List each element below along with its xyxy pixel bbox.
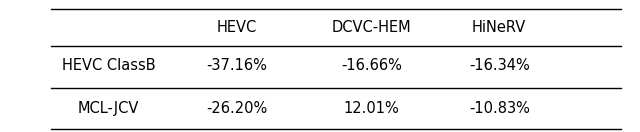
Text: DCVC-HEM: DCVC-HEM [332, 20, 411, 35]
Text: MCL-JCV: MCL-JCV [78, 101, 140, 116]
Text: -26.20%: -26.20% [206, 101, 268, 116]
Text: -37.16%: -37.16% [206, 58, 268, 74]
Text: HiNeRV: HiNeRV [472, 20, 526, 35]
Text: 12.01%: 12.01% [343, 101, 399, 116]
Text: -16.34%: -16.34% [469, 58, 529, 74]
Text: HEVC: HEVC [217, 20, 257, 35]
Text: -10.83%: -10.83% [468, 101, 530, 116]
Text: -16.66%: -16.66% [340, 58, 402, 74]
Text: HEVC ClassB: HEVC ClassB [62, 58, 156, 74]
